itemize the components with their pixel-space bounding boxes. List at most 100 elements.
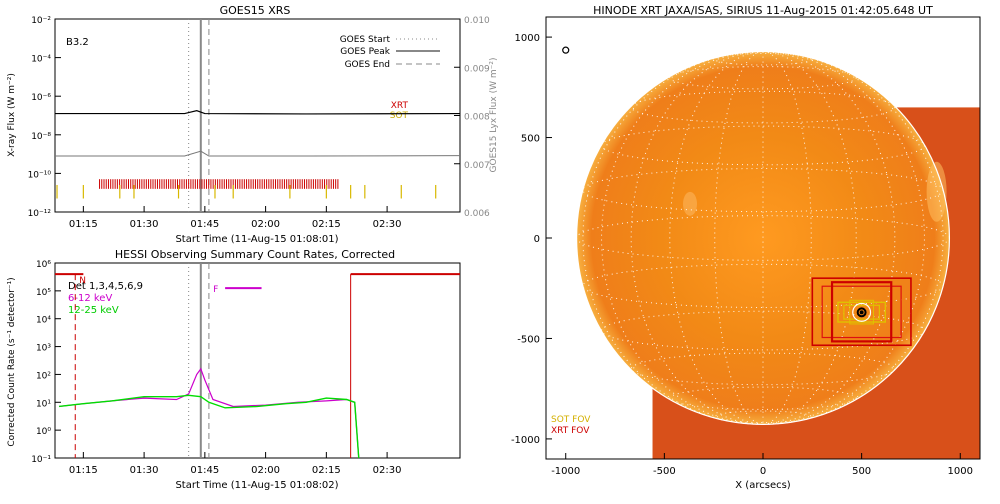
xrt-x-tick-label: 0 [760, 466, 766, 477]
xrt-x-tick-label: 500 [852, 466, 871, 477]
xrt-legend-xrt: XRT FOV [551, 426, 590, 436]
goes-class-label: B3.2 [66, 37, 89, 48]
goes-x-tick-label: 01:15 [69, 219, 98, 230]
hessi-det-label: Det 1,3,4,5,6,9 [68, 281, 143, 292]
hessi-y-tick-label: 10¹ [36, 399, 51, 409]
goes-ylabel2: GOES15 Lyx Flux (W m⁻²) [489, 58, 499, 173]
hessi-night-label: N [79, 276, 86, 286]
hessi-series-high-label: 12-25 keV [68, 305, 119, 316]
goes-series-sot-label: SOT [390, 111, 409, 121]
xrt-grid-latitude [669, 66, 857, 90]
xrt-origin-marker [562, 46, 570, 54]
goes-x-axis: 01:15 01:30 01:45 02:00 02:15 02:30 [69, 206, 402, 230]
hessi-title: HESSI Observing Summary Count Rates, Cor… [115, 248, 395, 261]
hessi-night-markers [55, 273, 460, 458]
hessi-y-tick-label: 10⁻¹ [31, 455, 51, 465]
goes-y2-tick-label: 0.006 [464, 209, 490, 219]
xrt-fov-box [821, 285, 902, 339]
goes-y-tick-label: 10⁻⁸ [31, 132, 51, 142]
hessi-x-tick-label: 02:30 [373, 465, 402, 476]
goes-event-markers [188, 19, 210, 212]
goes-legend-start: GOES Start [340, 35, 391, 45]
hessi-xlabel: Start Time (11-Aug-15 01:08:02) [175, 480, 338, 491]
goes-y2-tick-label: 0.009 [464, 64, 490, 74]
goes-legend-end: GOES End [345, 60, 390, 70]
goes-y-tick-label: 10⁻⁴ [31, 55, 51, 65]
xrt-x-tick-label: -500 [653, 466, 676, 477]
goes-y-tick-label: 10⁻⁶ [31, 93, 51, 103]
hessi-x-tick-label: 01:15 [69, 465, 98, 476]
xrt-y-axis: 1000 500 0 -500 -1000 [511, 33, 552, 446]
hessi-y-tick-label: 10³ [36, 344, 51, 354]
xrt-solar-limb [575, 50, 951, 426]
hessi-series-6-12-kev [58, 367, 360, 459]
hessi-x-tick-label: 01:45 [190, 465, 219, 476]
hessi-y-tick-label: 10⁵ [36, 288, 51, 298]
xrt-bright-limb-region [926, 161, 947, 222]
xrt-fov-boxes [811, 277, 912, 347]
xrt-x-axis: -1000 -500 0 500 1000 [551, 453, 973, 477]
xrt-grid-longitude [714, 51, 764, 425]
goes-x-tick-label: 02:30 [373, 219, 402, 230]
xrt-target-circle [852, 302, 872, 322]
xrt-image-area [546, 17, 980, 459]
xrt-bright-region [683, 191, 698, 216]
xrt-y-tick-label: -500 [517, 334, 540, 345]
xrt-grid-latitude [714, 410, 812, 424]
goes-x-tick-label: 01:30 [130, 219, 159, 230]
goes-x-tick-label: 01:45 [190, 219, 219, 230]
goes-y2-tick-label: 0.008 [464, 113, 490, 123]
xrt-y-tick-label: -1000 [511, 435, 540, 446]
hessi-x-tick-label: 02:15 [312, 465, 341, 476]
goes-y-axis: 10⁻² 10⁻⁴ 10⁻⁶ 10⁻⁸ 10⁻¹⁰ 10⁻¹² [28, 16, 61, 219]
hessi-plot-frame [54, 262, 461, 459]
goes-flux-high-line [55, 110, 461, 115]
goes-y-tick-label: 10⁻² [31, 16, 51, 26]
xrt-solar-disk [576, 51, 950, 425]
goes-legend-peak: GOES Peak [340, 47, 390, 57]
goes-legend: GOES Start GOES Peak GOES End [340, 35, 440, 70]
hessi-ylabel: Corrected Count Rate (s⁻¹ detector⁻¹) [7, 277, 17, 446]
xrt-x-tick-label: 1000 [948, 466, 973, 477]
goes-x-tick-label: 02:15 [312, 219, 341, 230]
xrt-grid-longitude [669, 51, 764, 425]
xrt-fov-box [811, 277, 912, 347]
hessi-y-tick-label: 10⁴ [36, 316, 51, 326]
xrt-grid-longitude [762, 51, 896, 425]
goes-title: GOES15 XRS [220, 4, 291, 17]
goes-series-xrt-label: XRT [391, 101, 409, 111]
goes-sot-observation-ticks [56, 184, 437, 199]
xrt-title: HINODE XRT JAXA/ISAS, SIRIUS 11-Aug-2015… [593, 4, 933, 17]
goes-y2-tick-label: 0.007 [464, 161, 490, 171]
xrt-fov-box [837, 301, 887, 323]
hessi-y-tick-label: 10⁶ [36, 260, 51, 270]
xrt-grid-longitude [762, 51, 812, 425]
goes-xlabel: Start Time (11-Aug-15 01:08:01) [175, 234, 338, 245]
xrt-target-ring [856, 307, 867, 318]
xrt-legend-sot: SOT FOV [551, 415, 591, 425]
hessi-y-tick-label: 10⁰ [36, 427, 51, 437]
xrt-fov-box [843, 304, 880, 320]
hessi-series-low-label: 6-12 keV [68, 293, 112, 304]
goes-y-tick-label: 10⁻¹² [28, 209, 52, 219]
xrt-y-tick-label: 0 [534, 234, 540, 245]
goes-flux-low-line [55, 150, 461, 157]
goes-y2-tick-label: 0.010 [464, 16, 490, 26]
hessi-x-tick-label: 02:00 [251, 465, 280, 476]
xrt-xlabel: X (arcsecs) [735, 480, 791, 491]
goes-x-tick-label: 02:00 [251, 219, 280, 230]
xrt-grid-longitude [630, 51, 764, 425]
xrt-grid-longitude [762, 51, 857, 425]
goes-xrt-observation-ticks [99, 179, 339, 189]
xrt-y-tick-label: 1000 [515, 33, 540, 44]
goes-panel: GOES15 XRS 10⁻² 10⁻⁴ 10⁻⁶ 10⁻⁸ 10⁻¹⁰ 10⁻¹² 0.… [7, 4, 499, 245]
xrt-fov-box [830, 281, 893, 343]
hessi-x-tick-label: 01:30 [130, 465, 159, 476]
xrt-panel: HINODE XRT JAXA/ISAS, SIRIUS 11-Aug-2015… [511, 4, 981, 491]
hessi-y-tick-label: 10² [36, 371, 51, 381]
xrt-y-tick-label: 500 [521, 134, 540, 145]
xrt-target-marker [852, 302, 872, 322]
goes-ylabel: X-ray Flux (W m⁻²) [7, 73, 17, 157]
